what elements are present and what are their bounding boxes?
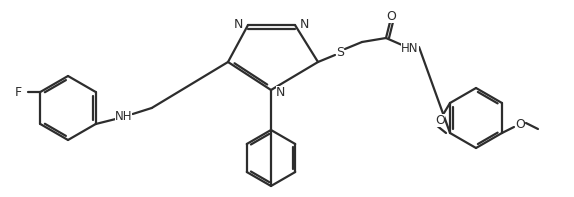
Text: N: N (276, 85, 285, 98)
Text: F: F (15, 85, 22, 98)
Text: S: S (336, 46, 344, 59)
Text: N: N (234, 18, 243, 31)
Text: O: O (386, 9, 396, 22)
Text: HN: HN (401, 42, 419, 55)
Text: NH: NH (115, 110, 133, 123)
Text: N: N (300, 18, 309, 31)
Text: O: O (515, 119, 525, 132)
Text: O: O (435, 113, 445, 126)
